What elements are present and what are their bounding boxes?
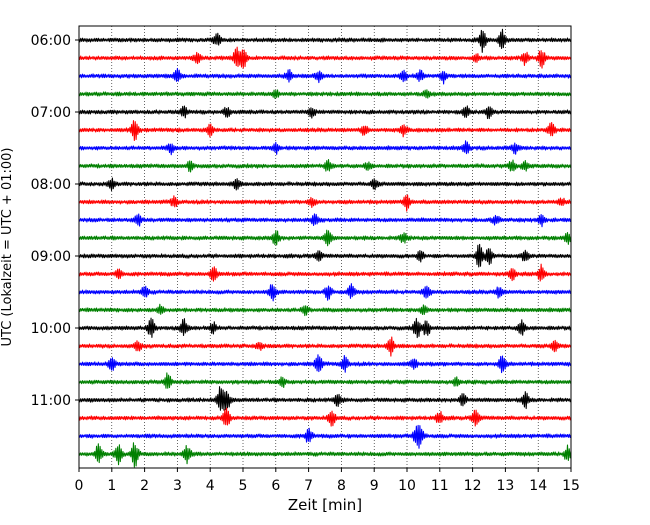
seismogram-trace: [78, 372, 572, 389]
seismogram-trace: [78, 67, 572, 85]
seismogram-trace: [78, 140, 572, 156]
x-axis: 0 1 2 3 4 5 6 7 8 9 10 11 12 13 14 15: [75, 468, 580, 494]
seismogram-trace: [78, 89, 572, 99]
x-axis-label: Zeit [min]: [288, 496, 362, 514]
x-tick-label: 10: [398, 478, 416, 494]
seismogram-trace: [78, 120, 572, 142]
x-tick-label: 1: [107, 478, 116, 494]
x-tick-label: 8: [337, 478, 346, 494]
x-tick-label: 13: [496, 478, 514, 494]
x-tick-label: 0: [75, 478, 84, 494]
seismogram-trace: [78, 386, 572, 411]
seismogram-trace: [78, 442, 572, 468]
y-axis: 06:00 07:00 08:00 09:00 10:00 11:00: [31, 33, 79, 409]
x-tick-label: 3: [173, 478, 182, 494]
seismogram-traces: [78, 28, 572, 468]
x-tick-label: 7: [304, 478, 313, 494]
seismogram-trace: [78, 159, 572, 173]
x-tick-label: 15: [562, 478, 580, 494]
seismogram-trace: [78, 283, 572, 302]
x-tick-label: 12: [464, 478, 482, 494]
seismogram-trace: [78, 263, 572, 282]
x-tick-label: 5: [239, 478, 248, 494]
seismogram-trace: [78, 28, 572, 53]
seismogram-trace: [78, 177, 572, 191]
seismogram-trace: [78, 105, 572, 120]
seismogram-trace: [78, 46, 572, 69]
y-tick-label: 09:00: [31, 249, 71, 265]
x-tick-label: 4: [206, 478, 215, 494]
x-tick-label: 6: [271, 478, 280, 494]
seismogram-trace: [78, 213, 572, 228]
seismogram-trace: [78, 243, 572, 268]
seismogram-trace: [78, 354, 572, 374]
y-tick-label: 11:00: [31, 393, 71, 409]
seismogram-trace: [78, 336, 572, 357]
x-tick-label: 11: [431, 478, 449, 494]
y-tick-label: 10:00: [31, 321, 71, 337]
y-axis-label: UTC (Lokalzeit = UTC + 01:00): [0, 148, 15, 347]
y-tick-label: 08:00: [31, 177, 71, 193]
y-tick-label: 06:00: [31, 33, 71, 49]
y-tick-label: 07:00: [31, 105, 71, 121]
seismogram-trace: [78, 317, 572, 339]
plot-frame: [78, 25, 572, 469]
seismogram-trace: [78, 424, 572, 449]
seismogram-trace: [78, 303, 572, 317]
seismogram-trace: [78, 407, 572, 427]
seismogram-trace: [78, 194, 572, 212]
x-tick-label: 14: [529, 478, 547, 494]
x-tick-label: 2: [140, 478, 149, 494]
seismogram-trace: [78, 229, 572, 247]
x-tick-label: 9: [370, 478, 379, 494]
